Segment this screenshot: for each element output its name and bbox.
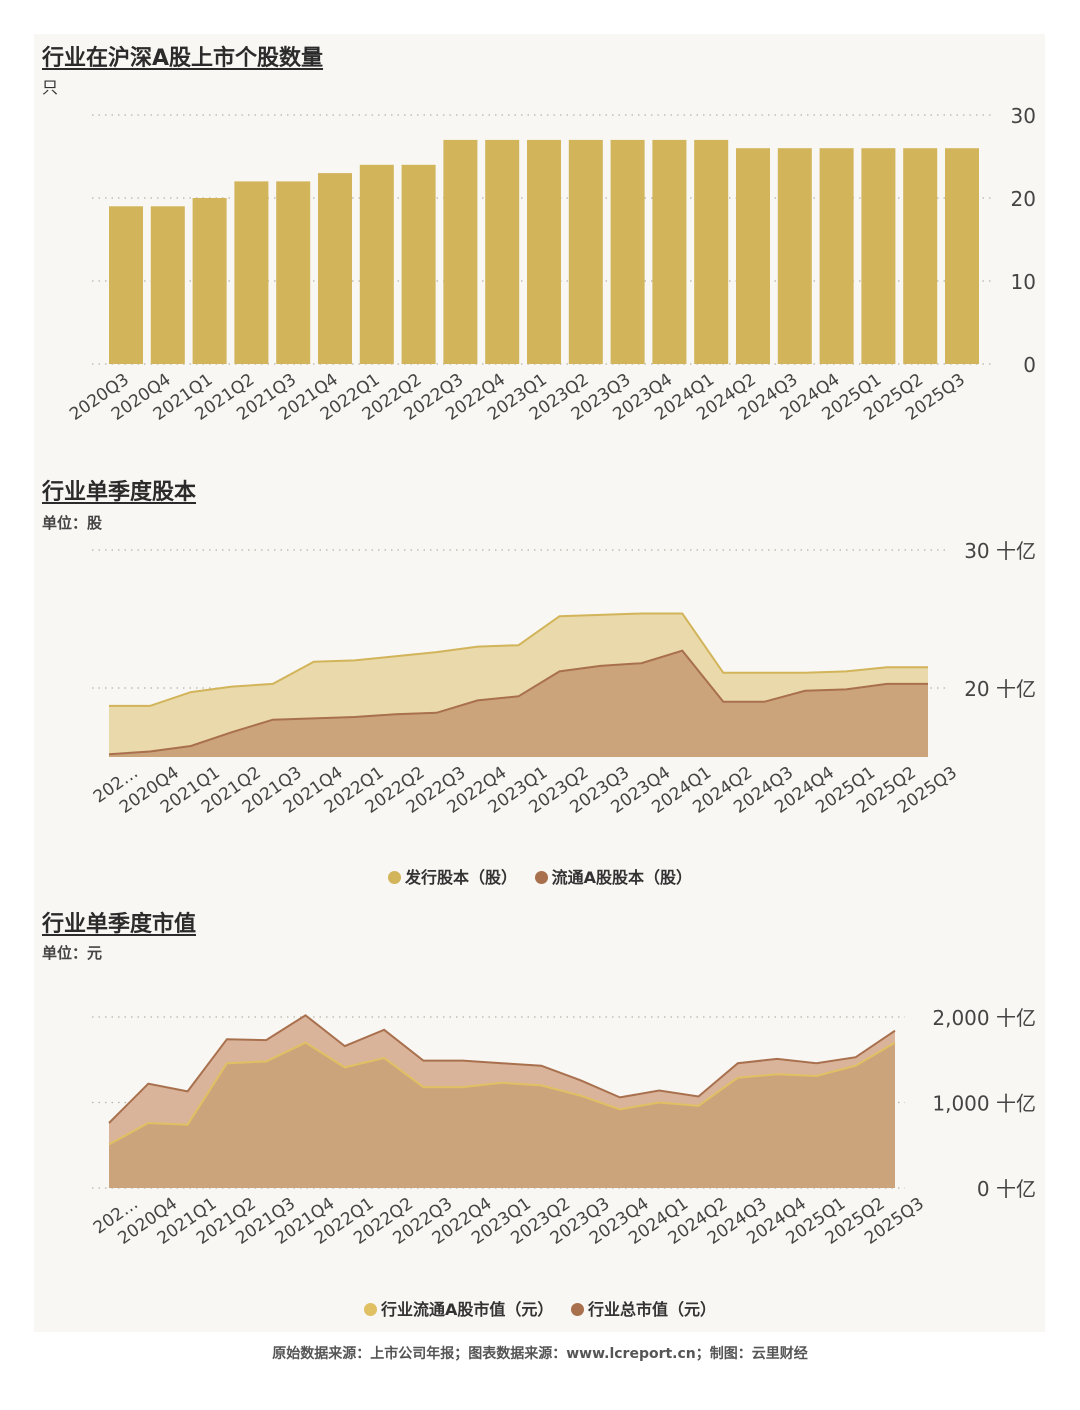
legend-share-capital: 发行股本（股） 流通A股股本（股）: [0, 864, 1080, 888]
y-tick-label: 0: [1023, 353, 1036, 377]
legend-dot-float: [534, 871, 548, 884]
legend-label-float: 流通A股股本（股）: [551, 868, 692, 887]
legend-label-float-mcap: 行业流通A股市值（元）: [381, 1300, 554, 1319]
float-shares-area: [109, 650, 928, 757]
legend-market-cap: 行业流通A股市值（元） 行业总市值（元）: [0, 1296, 1080, 1320]
bar: [150, 206, 185, 364]
chart-unit-share-capital: 单位：股: [42, 514, 103, 532]
y-tick-label: 1,000 十亿: [932, 1092, 1036, 1116]
bar: [109, 206, 143, 364]
y-tick-label: 20: [1011, 187, 1036, 211]
bar: [736, 148, 770, 364]
bar: [819, 148, 854, 364]
bar: [903, 148, 938, 364]
bar: [610, 139, 645, 364]
legend-item-total-mcap[interactable]: 行业总市值（元）: [570, 1296, 716, 1320]
y-tick-label: 30: [1011, 104, 1036, 128]
y-tick-label: 0 十亿: [977, 1177, 1036, 1201]
bar: [945, 148, 979, 364]
legend-label-issued: 发行股本（股）: [405, 868, 518, 887]
bar: [234, 181, 269, 364]
y-tick-label: 20 十亿: [964, 677, 1036, 701]
y-tick-label: 10: [1011, 270, 1036, 294]
legend-dot-float-mcap: [364, 1303, 377, 1316]
bar: [359, 164, 394, 364]
chart-unit-stock-count: 只: [42, 78, 59, 97]
bar: [485, 139, 520, 364]
bar: [861, 148, 896, 364]
bar: [694, 139, 729, 364]
bar: [318, 173, 352, 364]
total-mcap-line: [108, 1014, 896, 1124]
bar: [527, 139, 561, 364]
bar: [192, 198, 227, 364]
bar: [652, 139, 687, 364]
bar: [568, 139, 603, 364]
source-footer: 原始数据来源：上市公司年报；图表数据来源：www.lcreport.cn；制图：…: [272, 1346, 808, 1362]
float-shares-line: [108, 649, 928, 756]
bar: [276, 181, 311, 364]
legend-item-float-mcap[interactable]: 行业流通A股市值（元）: [364, 1296, 553, 1320]
issued-shares-line: [109, 612, 928, 707]
bar-chart-stock-count: 01020302020Q32020Q42021Q12021Q22021Q3202…: [66, 104, 1036, 425]
float-mcap-area: [109, 1042, 895, 1188]
chart-title-share-capital: 行业单季度股本: [42, 480, 197, 505]
area-chart-market-cap: 0 十亿1,000 十亿2,000 十亿202…2020Q42021Q12021…: [90, 1006, 1036, 1249]
legend-dot-issued: [388, 871, 401, 884]
legend-item-issued[interactable]: 发行股本（股）: [388, 864, 517, 888]
chart-unit-market-cap: 单位：元: [42, 944, 103, 962]
legend-item-float[interactable]: 流通A股股本（股）: [534, 864, 692, 888]
y-tick-label: 30 十亿: [964, 539, 1036, 563]
y-tick-label: 2,000 十亿: [932, 1006, 1036, 1030]
bar: [443, 139, 478, 364]
legend-dot-total-mcap: [570, 1303, 584, 1316]
bar: [777, 148, 812, 364]
chart-title-stock-count: 行业在沪深A股上市个股数量: [42, 46, 324, 71]
chart-title-market-cap: 行业单季度市值: [42, 912, 197, 937]
bar: [401, 164, 436, 364]
float-mcap-line: [108, 1041, 896, 1146]
legend-label-total-mcap: 行业总市值（元）: [587, 1300, 716, 1319]
